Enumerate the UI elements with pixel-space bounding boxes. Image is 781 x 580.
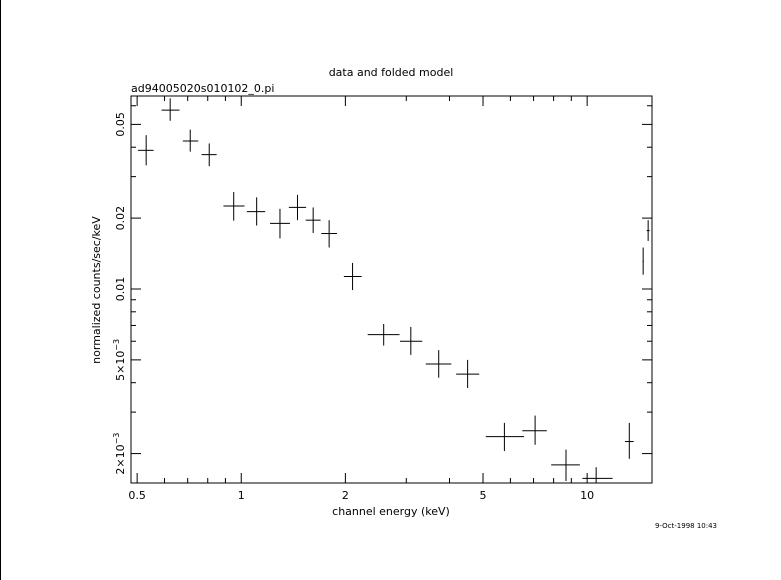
x-axis-label: channel energy (keV) bbox=[332, 505, 450, 518]
x-tick-label: 2 bbox=[342, 489, 349, 502]
data-point bbox=[288, 194, 307, 221]
data-point bbox=[246, 197, 266, 226]
data-point bbox=[582, 467, 613, 483]
data-point bbox=[642, 247, 644, 275]
data-point bbox=[399, 326, 423, 355]
data-points bbox=[138, 98, 650, 483]
chart-title: data and folded model bbox=[329, 66, 454, 79]
plot-frame bbox=[130, 95, 653, 484]
y-tick-labels: 0.05 0.02 0.01 5×10−3 2×10−3 bbox=[112, 112, 127, 474]
chart-filename: ad94005020s010102_0.pi bbox=[131, 82, 274, 95]
x-tick-label: 0.5 bbox=[128, 489, 146, 502]
data-point bbox=[646, 220, 650, 241]
x-tick-labels: 0.5 1 2 5 10 bbox=[128, 489, 594, 502]
data-point bbox=[343, 262, 362, 291]
y-tick-label: 5×10−3 bbox=[112, 339, 127, 381]
data-point bbox=[182, 129, 199, 152]
timestamp: 9-Oct-1998 10:43 bbox=[655, 522, 717, 530]
data-point bbox=[321, 220, 337, 248]
data-point bbox=[223, 192, 245, 221]
data-point bbox=[522, 415, 547, 445]
y-tick-label: 0.02 bbox=[114, 206, 127, 231]
data-point bbox=[456, 359, 480, 388]
data-point bbox=[624, 422, 634, 459]
left-border-line bbox=[0, 0, 1, 580]
axis-ticks bbox=[131, 96, 652, 483]
y-tick-label: 2×10−3 bbox=[112, 433, 127, 475]
y-axis-label: normalized counts/sec/keV bbox=[90, 216, 103, 364]
data-point bbox=[485, 422, 525, 452]
data-point bbox=[161, 98, 180, 121]
x-tick-label: 1 bbox=[238, 489, 245, 502]
data-point bbox=[551, 449, 580, 481]
data-point bbox=[138, 135, 154, 166]
data-point bbox=[270, 208, 290, 239]
data-point bbox=[305, 207, 321, 233]
y-tick-label: 0.05 bbox=[114, 112, 127, 136]
data-point bbox=[201, 143, 217, 167]
data-point bbox=[367, 324, 400, 346]
y-tick-label: 0.01 bbox=[114, 277, 127, 302]
data-point bbox=[425, 350, 452, 378]
x-tick-label: 10 bbox=[580, 489, 594, 502]
x-tick-label: 5 bbox=[480, 489, 487, 502]
